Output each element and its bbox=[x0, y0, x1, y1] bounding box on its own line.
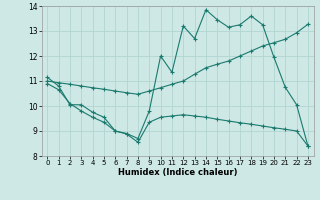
X-axis label: Humidex (Indice chaleur): Humidex (Indice chaleur) bbox=[118, 168, 237, 177]
